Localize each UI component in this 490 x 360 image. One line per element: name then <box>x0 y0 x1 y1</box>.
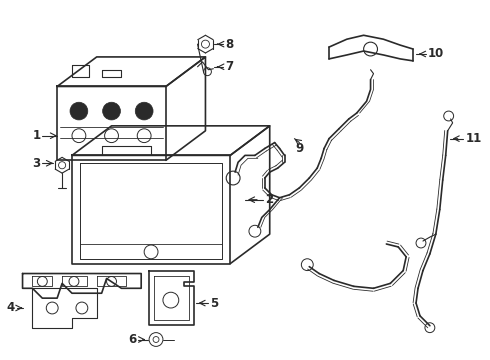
Text: 5: 5 <box>210 297 219 310</box>
Text: 9: 9 <box>295 142 303 155</box>
Text: 10: 10 <box>428 48 444 60</box>
Circle shape <box>135 102 153 120</box>
Text: 4: 4 <box>6 301 15 315</box>
Text: 6: 6 <box>128 333 136 346</box>
Text: 8: 8 <box>225 38 233 51</box>
Circle shape <box>102 102 121 120</box>
Text: 3: 3 <box>32 157 40 170</box>
Text: 2: 2 <box>265 193 273 206</box>
Text: 1: 1 <box>32 129 40 142</box>
Text: 7: 7 <box>225 60 233 73</box>
Text: 11: 11 <box>466 132 482 145</box>
Circle shape <box>70 102 88 120</box>
